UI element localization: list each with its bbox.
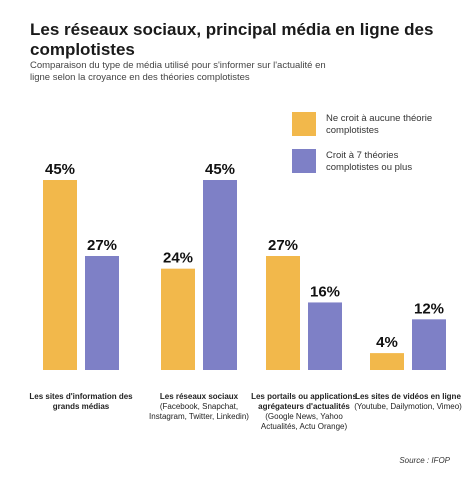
category-label: Les portails ou applications agrégateurs… xyxy=(250,392,358,432)
category-note: (Google News, Yahoo Actualités, Actu Ora… xyxy=(260,412,348,431)
category-name: Les sites d'information des grands média… xyxy=(29,392,133,411)
category-label: Les sites d'information des grands média… xyxy=(27,392,135,412)
value-label: 45% xyxy=(205,161,235,178)
legend-label: Croit à 7 théories complotistes ou plus xyxy=(326,150,413,173)
category-note: (Facebook, Snapchat, Instagram, Twitter,… xyxy=(149,402,249,421)
value-label: 45% xyxy=(45,161,75,178)
bar xyxy=(266,256,300,370)
source: Source : IFOP xyxy=(399,456,450,465)
category-label: Les réseaux sociaux (Facebook, Snapchat, … xyxy=(145,392,253,422)
value-label: 24% xyxy=(163,250,193,267)
bar xyxy=(412,319,446,370)
legend-swatch xyxy=(292,149,316,173)
legend-swatch xyxy=(292,112,316,136)
category-label: Les sites de vidéos en ligne (Youtube, Da… xyxy=(354,392,462,412)
value-label: 4% xyxy=(376,334,398,351)
category-name: Les portails ou applications agrégateurs… xyxy=(251,392,357,411)
bar xyxy=(161,268,195,370)
legend-label: Ne croit à aucune théorie complotistes xyxy=(326,113,433,136)
value-label: 16% xyxy=(310,283,340,300)
bar xyxy=(85,256,119,370)
value-label: 27% xyxy=(268,237,298,254)
category-name: Les sites de vidéos en ligne xyxy=(355,392,461,401)
value-label: 27% xyxy=(87,237,117,254)
bar xyxy=(43,180,77,370)
value-label: 12% xyxy=(414,300,444,317)
chart-title: Les réseaux sociaux, principal média en … xyxy=(30,20,434,59)
category-name: Les réseaux sociaux xyxy=(159,392,239,401)
bar xyxy=(203,180,237,370)
chart-subtitle: Comparaison du type de média utilisé pou… xyxy=(30,60,326,83)
bar xyxy=(370,353,404,370)
category-note: (Youtube, Dailymotion, Vimeo) xyxy=(354,402,462,411)
bar xyxy=(308,302,342,370)
